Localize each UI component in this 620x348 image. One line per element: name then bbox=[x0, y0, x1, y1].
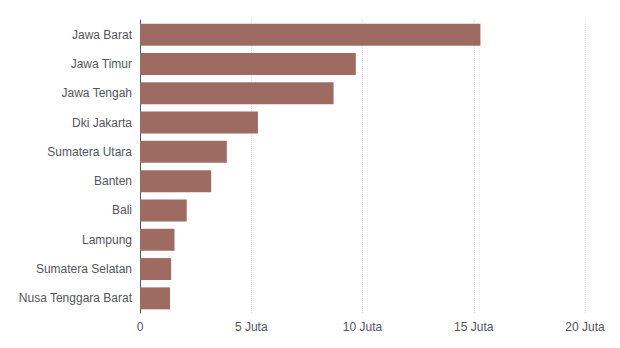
svg-text:15 Juta: 15 Juta bbox=[454, 320, 494, 334]
svg-text:10 Juta: 10 Juta bbox=[343, 320, 383, 334]
svg-text:Jawa Tengah: Jawa Tengah bbox=[62, 86, 133, 100]
svg-text:Lampung: Lampung bbox=[82, 233, 132, 247]
svg-text:20 Juta: 20 Juta bbox=[565, 320, 605, 334]
svg-text:5 Juta: 5 Juta bbox=[235, 320, 268, 334]
svg-text:Dki Jakarta: Dki Jakarta bbox=[72, 116, 132, 130]
svg-text:Jawa Barat: Jawa Barat bbox=[72, 28, 133, 42]
svg-text:Banten: Banten bbox=[94, 174, 132, 188]
svg-text:Jawa Timur: Jawa Timur bbox=[71, 57, 132, 71]
svg-text:Nusa Tenggara Barat: Nusa Tenggara Barat bbox=[19, 291, 133, 305]
svg-text:Bali: Bali bbox=[112, 203, 132, 217]
svg-text:Sumatera Utara: Sumatera Utara bbox=[47, 145, 132, 159]
svg-text:Sumatera Selatan: Sumatera Selatan bbox=[36, 262, 132, 276]
svg-text:0: 0 bbox=[137, 320, 144, 334]
